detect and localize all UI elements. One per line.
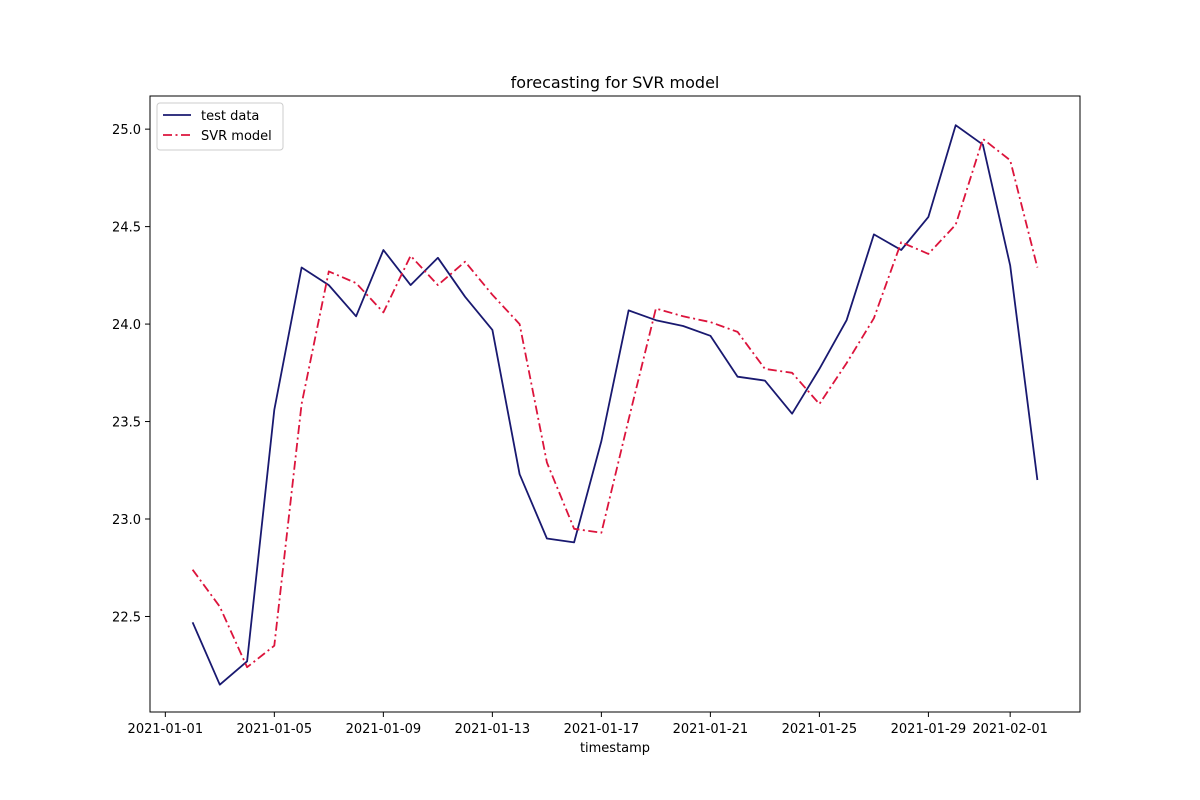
y-tick-label: 24.5	[112, 221, 141, 236]
chart-title: forecasting for SVR model	[511, 73, 720, 92]
legend: test data SVR model	[156, 102, 284, 151]
x-tick-label: 2021-01-25	[782, 722, 858, 737]
x-tick-label: 2021-01-21	[673, 722, 749, 737]
y-tick-label: 25.0	[112, 123, 141, 138]
y-tick-label: 24.0	[112, 318, 141, 333]
x-tick-label: 2021-01-29	[891, 722, 967, 737]
x-tick-label: 2021-01-13	[455, 722, 531, 737]
y-tick-label: 23.5	[112, 416, 141, 431]
y-axis: 22.5 23.0 23.5 24.0 24.5 25.0	[112, 123, 150, 625]
x-tick-label: 2021-01-17	[564, 722, 640, 737]
x-tick-label: 2021-02-01	[972, 722, 1048, 737]
plot-area	[149, 95, 1081, 713]
legend-label: test data	[201, 109, 259, 124]
plot-frame	[149, 95, 1081, 713]
x-axis-label: timestamp	[580, 741, 650, 756]
y-tick-label: 22.5	[112, 610, 141, 625]
x-tick-label: 2021-01-01	[128, 722, 204, 737]
series-line-svr-model	[191, 137, 1039, 669]
x-tick-label: 2021-01-05	[237, 722, 313, 737]
y-tick-label: 23.0	[112, 513, 141, 528]
x-axis: 2021-01-01 2021-01-05 2021-01-09 2021-01-13…	[128, 712, 1048, 737]
x-tick-label: 2021-01-09	[346, 722, 422, 737]
series-line-test-data	[191, 124, 1039, 686]
legend-label: SVR model	[201, 129, 272, 144]
